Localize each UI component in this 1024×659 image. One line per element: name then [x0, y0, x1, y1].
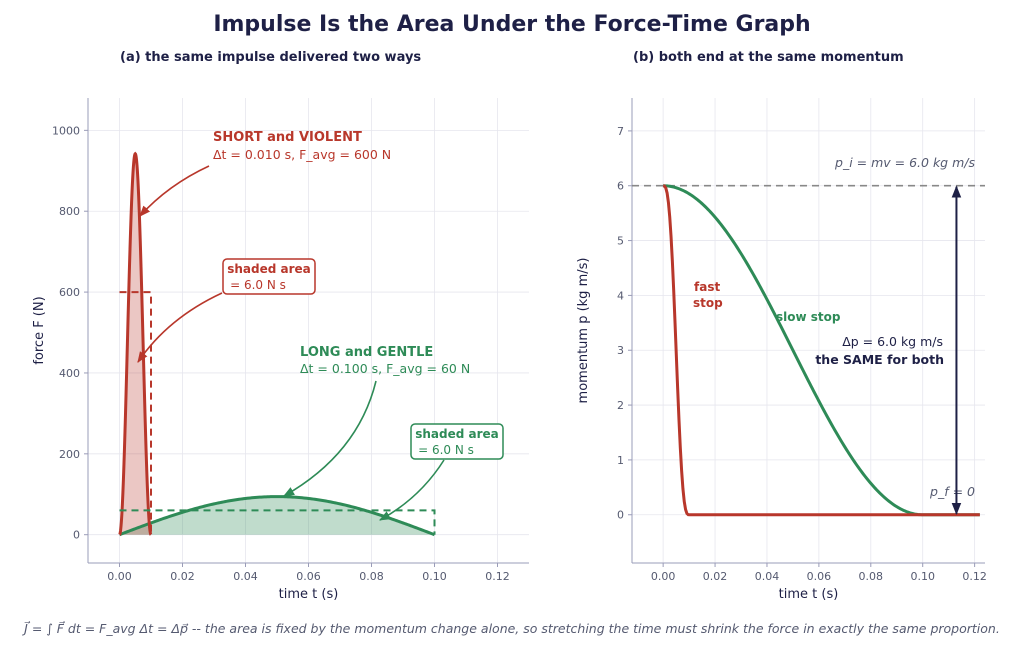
short-pulse-area: [119, 153, 151, 535]
final-momentum-label: p_f = 0: [929, 484, 975, 499]
force-chart-y-tick-label: 0: [73, 529, 80, 542]
force-chart-x-tick-label: 0.02: [170, 570, 195, 583]
momentum-time-chart: 0.00 0.02 0.04 0.06 0.08 0.10 0.12 0 1 2 3 4 5 6 7 time…: [576, 98, 987, 602]
momentum-chart-x-tick-label: 0.08: [859, 570, 884, 583]
same-for-both-label: the SAME for both: [815, 352, 944, 367]
force-chart-x-tick-label: 0.12: [485, 570, 510, 583]
short-avg-force-line: [119, 291, 152, 535]
force-time-chart: 0.00 0.02 0.04 0.06 0.08 0.10 0.12 0 200 400 600 80…: [32, 98, 529, 602]
initial-momentum-label: p_i = mv = 6.0 kg m/s: [834, 155, 975, 170]
long-area-value: = 6.0 N s: [418, 443, 474, 457]
momentum-chart-y-tick-label: 6: [617, 180, 624, 193]
momentum-chart-x-tick-label: 0.06: [807, 570, 832, 583]
momentum-chart-x-tick-label: 0.12: [962, 570, 987, 583]
long-pulse-area: [119, 496, 435, 535]
force-chart-x-axis-label: time t (s): [279, 587, 339, 602]
momentum-chart-x-tick-label: 0.02: [703, 570, 728, 583]
force-chart-y-tick-label: 800: [59, 205, 80, 218]
momentum-chart-y-axis-label: momentum p (kg m/s): [576, 258, 591, 404]
long-avg-force-line: [119, 509, 436, 535]
fast-stop-label-2: stop: [693, 296, 723, 310]
momentum-chart-y-tick-label: 7: [617, 125, 624, 138]
long-title-label: LONG and GENTLE: [300, 345, 433, 360]
short-detail-label: Δt = 0.010 s, F_avg = 600 N: [213, 147, 391, 162]
force-chart-y-tick-label: 1000: [52, 124, 80, 137]
long-area-arrow: [379, 459, 445, 521]
momentum-chart-y-tick-label: 3: [617, 344, 624, 357]
panel-b-title: (b) both end at the same momentum: [633, 50, 904, 65]
momentum-chart-x-axis-label: time t (s): [779, 587, 839, 602]
delta-p-label: Δp = 6.0 kg m/s: [842, 334, 943, 349]
force-chart-x-tick-label: 0.08: [359, 570, 384, 583]
momentum-chart-y-tick-label: 1: [617, 454, 624, 467]
force-chart-y-tick-label: 600: [59, 286, 80, 299]
figure-title: Impulse Is the Area Under the Force-Time…: [213, 12, 811, 37]
force-chart-x-tick-label: 0.04: [233, 570, 258, 583]
momentum-chart-y-tick-label: 0: [617, 509, 624, 522]
force-chart-x-tick-label: 0.00: [107, 570, 132, 583]
force-chart-x-tick-label: 0.06: [296, 570, 321, 583]
momentum-chart-x-tick-label: 0.00: [651, 570, 676, 583]
short-area-label: shaded area: [227, 262, 311, 276]
momentum-chart-y-tick-label: 2: [617, 399, 624, 412]
force-chart-y-tick-label: 400: [59, 367, 80, 380]
short-pulse-curve: [118, 151, 153, 536]
long-detail-label: Δt = 0.100 s, F_avg = 60 N: [300, 361, 470, 376]
short-pointer-arrow: [139, 165, 210, 217]
short-area-value: = 6.0 N s: [230, 278, 286, 292]
fast-stop-curve: [662, 184, 980, 517]
figure-caption: J⃗ = ∫ F⃗ dt = F_avg Δt = Δp⃗ -- the are…: [24, 621, 1000, 636]
momentum-chart-x-tick-label: 0.04: [755, 570, 780, 583]
momentum-chart-y-tick-label: 5: [617, 235, 624, 248]
force-chart-x-tick-label: 0.10: [422, 570, 447, 583]
momentum-chart-y-tick-label: 4: [617, 289, 624, 302]
long-area-label: shaded area: [415, 427, 499, 441]
fast-stop-label: fast: [694, 280, 720, 294]
force-chart-y-axis-label: force F (N): [32, 296, 47, 364]
panel-a-title: (a) the same impulse delivered two ways: [120, 50, 422, 65]
short-area-box: [222, 258, 316, 295]
long-pointer-arrow: [283, 380, 377, 497]
long-area-box: [410, 423, 504, 460]
force-chart-y-tick-label: 200: [59, 448, 80, 461]
short-area-arrow: [137, 292, 223, 363]
short-title-label: SHORT and VIOLENT: [213, 130, 362, 145]
slow-stop-label: slow stop: [776, 310, 841, 324]
momentum-chart-x-tick-label: 0.10: [910, 570, 935, 583]
